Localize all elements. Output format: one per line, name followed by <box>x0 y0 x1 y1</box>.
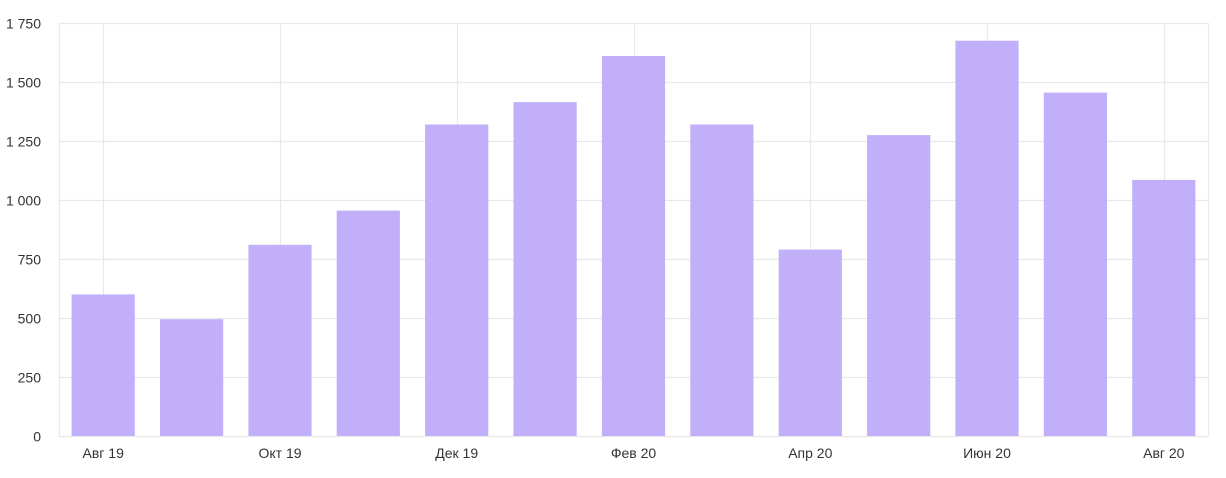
bar-0[interactable] <box>71 294 135 436</box>
y-tick-label: 1 750 <box>6 16 41 32</box>
bar-7[interactable] <box>690 124 754 437</box>
x-tick-label: Июн 20 <box>963 445 1011 461</box>
bars <box>71 40 1196 437</box>
x-tick-label: Окт 19 <box>258 445 301 461</box>
bar-8[interactable] <box>778 249 842 436</box>
y-tick-label: 500 <box>18 311 42 327</box>
x-tick-label: Авг 19 <box>83 445 125 461</box>
bar-2[interactable] <box>248 244 312 436</box>
bar-12[interactable] <box>1132 179 1196 436</box>
bar-9[interactable] <box>867 135 931 436</box>
y-axis: 0 250 500 750 1 000 1 250 1 500 1 750 <box>6 16 41 445</box>
bar-10[interactable] <box>955 40 1019 436</box>
y-tick-label: 1 250 <box>6 134 41 150</box>
bar-11[interactable] <box>1043 92 1107 436</box>
y-tick-label: 250 <box>18 370 42 386</box>
bar-6[interactable] <box>601 56 666 436</box>
bar-4[interactable] <box>425 124 489 437</box>
bar-1[interactable] <box>160 319 224 436</box>
x-tick-label: Дек 19 <box>435 445 478 461</box>
y-tick-label: 1 500 <box>6 75 41 91</box>
x-tick-label: Авг 20 <box>1143 445 1185 461</box>
y-tick-label: 1 000 <box>6 193 41 209</box>
y-tick-label: 0 <box>33 429 41 445</box>
bar-5[interactable] <box>513 102 577 436</box>
x-tick-label: Фев 20 <box>611 445 657 461</box>
y-tick-label: 750 <box>18 252 42 268</box>
bar-3[interactable] <box>336 210 400 436</box>
x-axis: Авг 19 Окт 19 Дек 19 Фев 20 Апр 20 Июн 20 Авг … <box>83 445 1185 461</box>
x-tick-label: Апр 20 <box>788 445 832 461</box>
